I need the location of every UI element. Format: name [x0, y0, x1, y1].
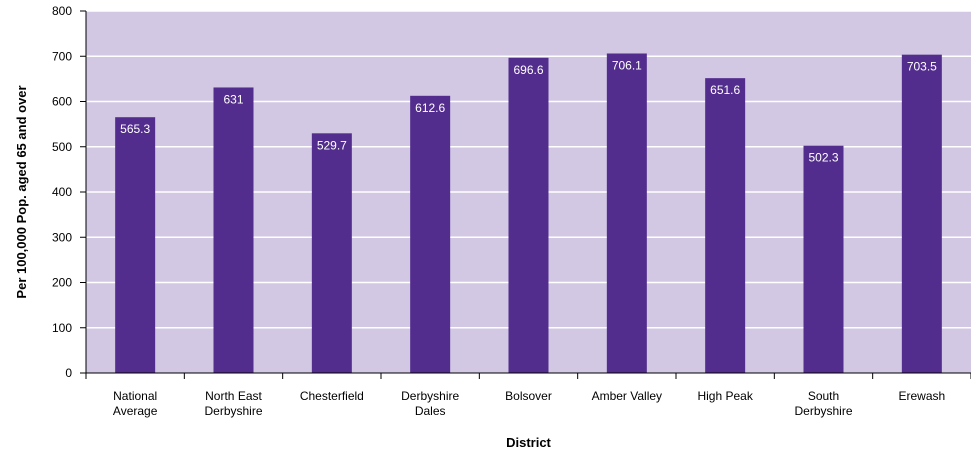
axes [80, 10, 971, 379]
bar [803, 145, 844, 373]
y-tick-label: 100 [52, 321, 72, 335]
y-tick-label: 600 [52, 95, 72, 109]
x-axis-title: District [506, 435, 551, 450]
x-tick-label: High Peak [697, 389, 753, 403]
x-tick-labels: National Average North East Derbyshire Chest… [113, 389, 945, 418]
bar-value-label: 631 [223, 92, 243, 106]
bars: 565.3 631 529.7 612.6 696.6 706.1 651.6 502.3 70… [115, 53, 942, 374]
x-tick-label: South Derbyshire [794, 389, 852, 418]
bar [115, 117, 156, 373]
bar [213, 87, 254, 373]
y-tick-label: 400 [52, 185, 72, 199]
bar [311, 133, 352, 373]
x-tick-label: Derbyshire Dales [401, 389, 459, 418]
bar-value-label: 565.3 [120, 122, 150, 136]
bar-value-label: 703.5 [907, 60, 937, 74]
y-tick-label: 200 [52, 276, 72, 290]
bar-value-label: 612.6 [415, 101, 445, 115]
bar [410, 95, 451, 374]
bar-value-label: 529.7 [317, 138, 347, 152]
x-tick-label: North East Derbyshire [204, 389, 262, 418]
bar-value-label: 696.6 [513, 63, 543, 77]
x-tick-label: Bolsover [505, 389, 552, 403]
bar-value-label: 651.6 [710, 83, 740, 97]
bar [901, 54, 942, 373]
x-tick-label: Chesterfield [300, 389, 364, 403]
y-tick-label: 500 [52, 140, 72, 154]
y-tick-label: 800 [52, 4, 72, 18]
x-tick-label: Erewash [898, 389, 945, 403]
bar [705, 78, 746, 373]
y-tick-labels: 0 100 200 300 400 500 600 700 800 [52, 4, 72, 380]
bar [508, 57, 549, 373]
y-axis-title: Per 100,000 Pop. aged 65 and over [14, 85, 29, 298]
bar-value-label: 502.3 [808, 151, 838, 165]
bar [606, 53, 647, 374]
y-tick-label: 700 [52, 49, 72, 63]
y-tick-label: 300 [52, 230, 72, 244]
y-tick-label: 0 [65, 366, 72, 380]
bar-value-label: 706.1 [612, 58, 642, 72]
x-tick-label: National Average [113, 389, 158, 418]
x-tick-label: Amber Valley [592, 389, 662, 403]
